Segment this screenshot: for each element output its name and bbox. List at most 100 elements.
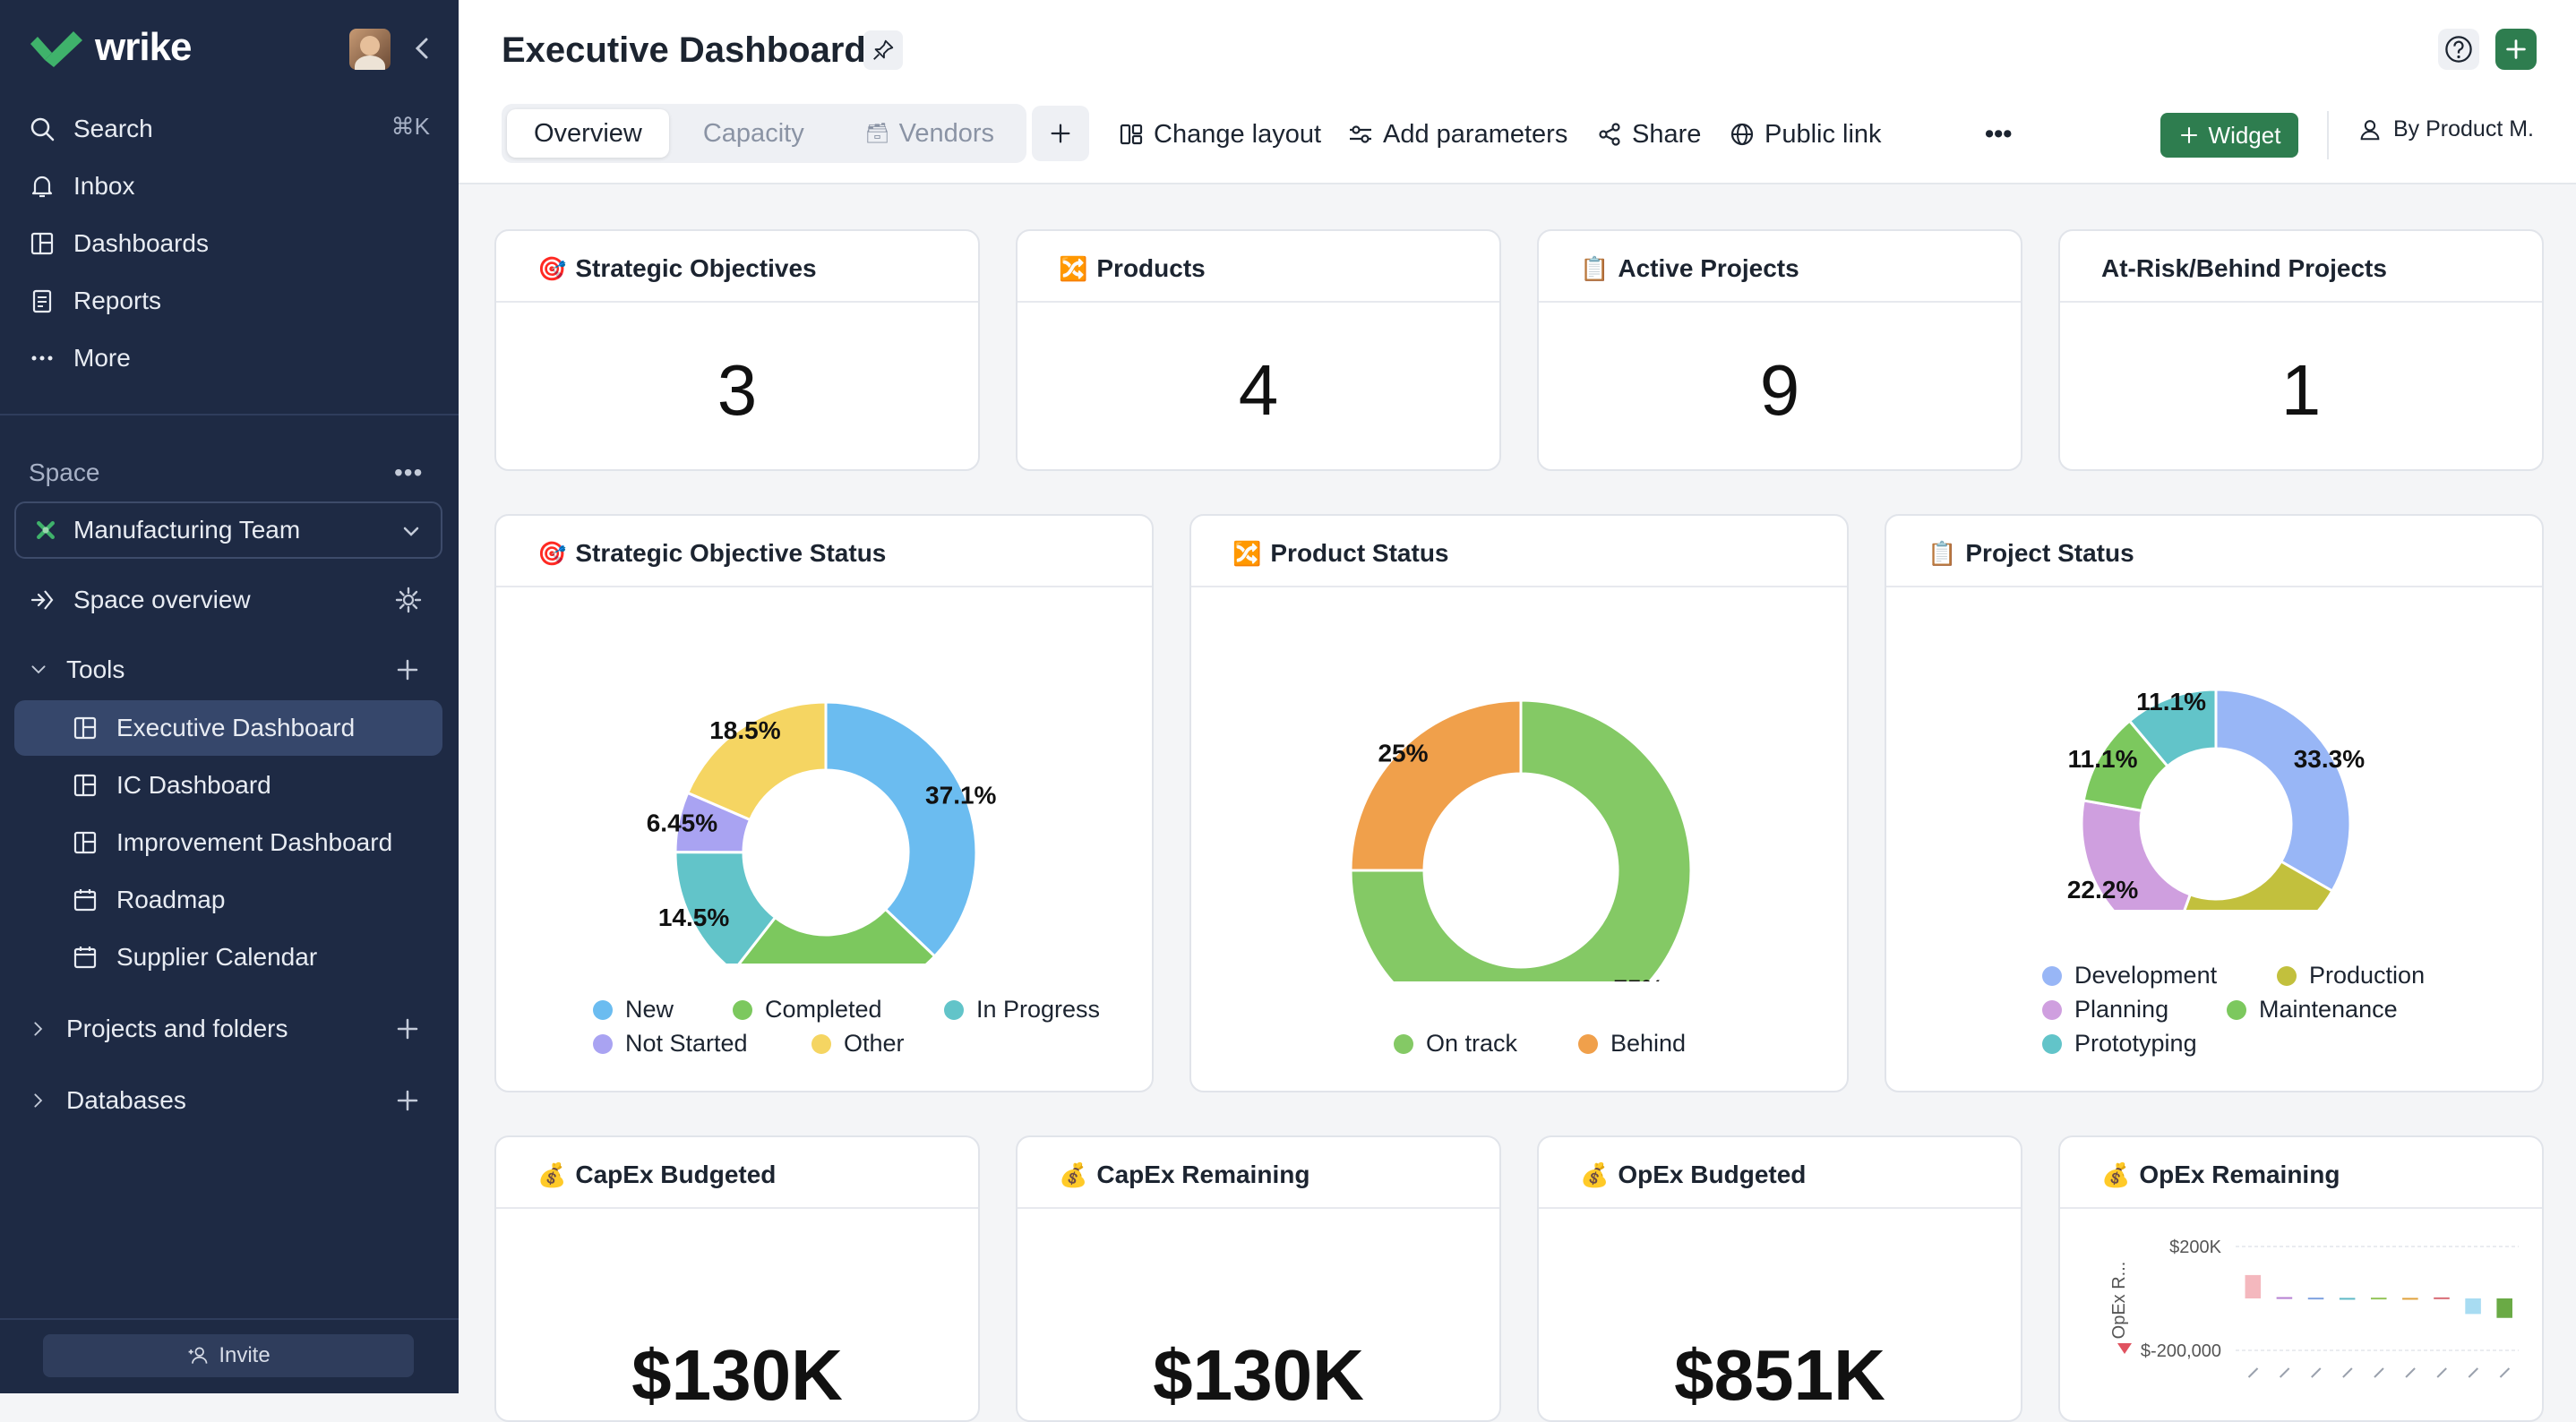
- more-actions-button[interactable]: •••: [1985, 113, 2012, 156]
- change-layout-button[interactable]: Change layout: [1118, 113, 1321, 156]
- donut-slice-new[interactable]: [824, 700, 978, 959]
- legend-item[interactable]: In Progress: [944, 996, 1100, 1024]
- legend-swatch: [2277, 965, 2297, 986]
- donut-slice-completed[interactable]: [734, 907, 937, 964]
- add-tool-icon[interactable]: [394, 656, 421, 683]
- legend-item[interactable]: On track: [1394, 1030, 1517, 1058]
- search-shortcut: ⌘K: [391, 113, 430, 140]
- sidebar-item-supplier-calendar[interactable]: Supplier Calendar: [72, 929, 317, 985]
- avatar[interactable]: [349, 29, 391, 70]
- chart-card-product-status[interactable]: 🔀 Product Status 75% 25% On track Behind: [1189, 514, 1849, 1092]
- legend-label: Not Started: [625, 1030, 748, 1057]
- donut-slice-planning[interactable]: [2080, 799, 2193, 910]
- space-overview[interactable]: Space overview: [29, 578, 251, 621]
- legend-label: In Progress: [976, 996, 1101, 1023]
- help-button[interactable]: [2438, 29, 2479, 70]
- more-actions-label: •••: [1985, 119, 2013, 149]
- sidebar-item-label: Improvement Dashboard: [116, 828, 393, 856]
- owner-filter[interactable]: By Product M.: [2357, 116, 2534, 142]
- card-title-text: CapEx Remaining: [1096, 1161, 1310, 1188]
- kpi-value: 9: [1759, 350, 1800, 430]
- donut-slice-development[interactable]: [2214, 688, 2352, 894]
- gear-icon[interactable]: [394, 586, 423, 614]
- legend-item[interactable]: New: [593, 996, 674, 1024]
- bar: [2402, 1298, 2418, 1300]
- legend-item[interactable]: Production: [2277, 962, 2425, 989]
- budget-card-capex-remaining[interactable]: 💰 CapEx Remaining $130K: [1016, 1135, 1501, 1422]
- sidebar-item-ic-dashboard[interactable]: IC Dashboard: [72, 758, 271, 813]
- kpi-card-at-risk-projects[interactable]: At-Risk/Behind Projects 1: [2058, 229, 2544, 471]
- add-project-icon[interactable]: [394, 1015, 421, 1042]
- sidebar-item-label: IC Dashboard: [116, 771, 271, 799]
- donut-data-label: 25%: [1378, 739, 1428, 767]
- legend-item[interactable]: Completed: [733, 996, 882, 1024]
- collapse-sidebar-icon[interactable]: [408, 32, 435, 64]
- nav-more[interactable]: More: [29, 337, 131, 380]
- chart-card-project-status[interactable]: 📋 Project Status 33.3%22.2%22.2%11.1%11.…: [1885, 514, 2544, 1092]
- sidebar-item-roadmap[interactable]: Roadmap: [72, 872, 225, 928]
- legend-label: New: [625, 996, 674, 1023]
- nav-inbox[interactable]: Inbox: [29, 165, 135, 208]
- space-selector[interactable]: Manufacturing Team: [14, 501, 442, 559]
- sidebar-item-improvement-dashboard[interactable]: Improvement Dashboard: [72, 815, 392, 870]
- legend-item[interactable]: Development: [2042, 962, 2217, 989]
- kpi-card-strategic-objectives[interactable]: 🎯 Strategic Objectives 3: [494, 229, 980, 471]
- donut-slice-on-track[interactable]: [1349, 698, 1693, 981]
- card-divider: [2060, 1207, 2542, 1209]
- chevron-right-icon: [34, 1093, 43, 1108]
- add-tab-button[interactable]: [1032, 106, 1089, 161]
- space-icon: [37, 521, 55, 539]
- public-link-button[interactable]: Public link: [1729, 113, 1882, 156]
- legend-item[interactable]: Behind: [1578, 1030, 1686, 1058]
- pin-button[interactable]: [863, 30, 903, 70]
- donut-slice-other[interactable]: [685, 700, 828, 822]
- invite-button[interactable]: Invite: [43, 1334, 414, 1377]
- donut-slice-prototyping[interactable]: [2127, 688, 2218, 768]
- reports-icon: [32, 289, 52, 313]
- tab-vendors[interactable]: 🗃 Vendors: [838, 109, 1021, 158]
- donut-slice-behind[interactable]: [1349, 698, 1523, 872]
- legend-item[interactable]: Planning: [2042, 996, 2168, 1024]
- projects-label: Projects and folders: [66, 1015, 288, 1042]
- space-more-button[interactable]: •••: [394, 458, 424, 486]
- databases[interactable]: Databases: [29, 1079, 186, 1122]
- nav-search[interactable]: Search: [29, 107, 153, 150]
- kpi-card-active-projects[interactable]: 📋 Active Projects 9: [1537, 229, 2022, 471]
- tools-section[interactable]: Tools: [29, 648, 125, 691]
- nav-reports[interactable]: Reports: [29, 279, 161, 322]
- opex-remaining-bar-chart: $200K $-200,000 OpEx R...: [2109, 1238, 2519, 1378]
- legend-swatch: [1578, 1033, 1598, 1054]
- legend-item[interactable]: Not Started: [593, 1030, 748, 1058]
- public-link-label: Public link: [1765, 119, 1882, 149]
- share-button[interactable]: Share: [1596, 113, 1701, 156]
- legend-item[interactable]: Maintenance: [2227, 996, 2398, 1024]
- add-button[interactable]: [2495, 29, 2537, 70]
- bar: [2339, 1298, 2356, 1300]
- nav-dashboards[interactable]: Dashboards: [29, 222, 209, 265]
- chart-card-opex-remaining[interactable]: 💰 OpEx Remaining $200K $-200,000 OpEx R...: [2058, 1135, 2544, 1422]
- legend-item[interactable]: Prototyping: [2042, 1030, 2197, 1058]
- donut-slice-production[interactable]: [2170, 859, 2334, 910]
- tab-overview[interactable]: Overview: [507, 109, 669, 158]
- projects-and-folders[interactable]: Projects and folders: [29, 1007, 288, 1050]
- kpi-card-products[interactable]: 🔀 Products 4: [1016, 229, 1501, 471]
- legend-item[interactable]: Other: [811, 1030, 905, 1058]
- budget-card-opex-budgeted[interactable]: 💰 OpEx Budgeted $851K: [1537, 1135, 2022, 1422]
- add-parameters-button[interactable]: Add parameters: [1347, 113, 1567, 156]
- x-tick-mark: [2499, 1367, 2511, 1378]
- plus-icon: [2180, 126, 2197, 144]
- add-widget-button[interactable]: Widget: [2160, 113, 2298, 158]
- chart-card-objective-status[interactable]: 🎯 Strategic Objective Status 37.1%23.4%1…: [494, 514, 1154, 1092]
- sidebar-item-executive-dashboard[interactable]: Executive Dashboard: [14, 700, 442, 756]
- tab-capacity[interactable]: Capacity: [676, 109, 831, 158]
- calendar-icon: [73, 889, 97, 912]
- add-parameters-label: Add parameters: [1383, 119, 1568, 149]
- bar: [2370, 1298, 2387, 1300]
- legend-swatch: [1394, 1033, 1413, 1054]
- card-title: 💰 CapEx Remaining: [1059, 1161, 1309, 1189]
- budget-card-capex-budgeted[interactable]: 💰 CapEx Budgeted $130K: [494, 1135, 980, 1422]
- wrike-logo[interactable]: wrike: [29, 25, 193, 70]
- add-database-icon[interactable]: [394, 1087, 421, 1114]
- money-bag-icon: 💰: [1059, 1161, 1088, 1188]
- pin-icon: [873, 39, 894, 60]
